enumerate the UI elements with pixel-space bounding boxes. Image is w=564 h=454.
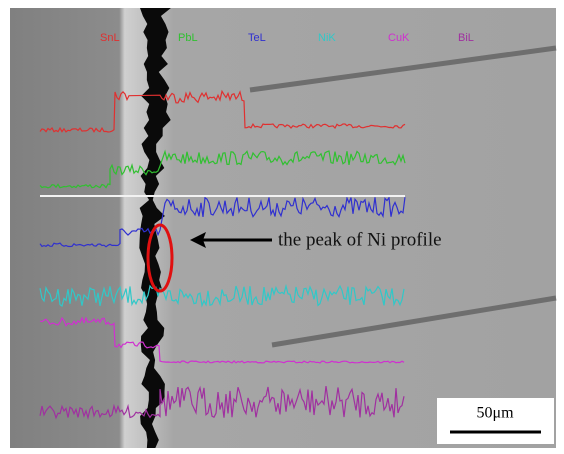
legend-label: TeL [248,32,266,44]
legend-label: NiK [318,32,336,44]
scale-label: 50μm [476,405,514,422]
legend-label: PbL [178,32,198,44]
micrograph [10,8,556,448]
annotation: the peak of Ni profile [278,229,442,250]
legend-label: SnL [100,32,120,44]
legend-label: BiL [458,32,474,44]
legend-label: CuK [388,32,410,44]
sem-image: SnL PbL TeL NiK CuK BiL the peak of Ni profil… [0,0,564,454]
